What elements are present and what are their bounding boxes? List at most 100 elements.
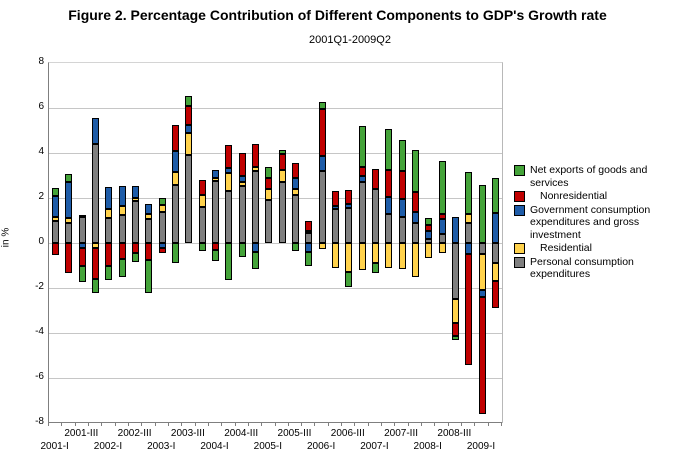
bar-segment xyxy=(425,225,433,231)
legend-label: Personal consumption expenditures xyxy=(530,255,634,281)
bar-segment xyxy=(291,163,299,178)
legend-label: Nonresidential xyxy=(540,190,608,202)
bar-segment xyxy=(52,195,60,218)
bar-segment xyxy=(345,190,353,204)
bar-segment xyxy=(425,238,433,243)
gridline xyxy=(49,198,502,199)
bar-segment xyxy=(478,243,486,255)
bar-segment xyxy=(145,259,153,293)
bar-segment xyxy=(358,182,366,243)
x-tick-label: 2009-I xyxy=(466,441,496,452)
bar-segment xyxy=(451,243,459,300)
gridline xyxy=(49,378,502,379)
legend-swatch-icon xyxy=(514,243,525,254)
bar-segment xyxy=(198,180,206,195)
bar-segment xyxy=(345,208,353,243)
bar-segment xyxy=(252,243,259,252)
y-tick-label: 0 xyxy=(38,236,44,247)
bar-segment xyxy=(331,209,339,243)
bar-segment xyxy=(398,217,406,243)
x-tick xyxy=(274,422,276,426)
bar-segment xyxy=(145,219,153,243)
bar-segment xyxy=(132,198,140,202)
bar-segment xyxy=(65,182,73,219)
bar-segment xyxy=(305,220,313,231)
bar-segment xyxy=(105,186,113,210)
bar-segment xyxy=(451,336,459,340)
bar-segment xyxy=(225,173,233,192)
bar-segment xyxy=(92,247,100,279)
bar-segment xyxy=(92,279,100,293)
gridline xyxy=(49,243,502,244)
bar-segment xyxy=(158,198,166,205)
x-tick xyxy=(487,422,489,426)
bar-segment xyxy=(425,230,433,239)
bar-segment xyxy=(438,234,446,243)
bar-segment xyxy=(265,189,273,201)
bar-segment xyxy=(305,230,313,233)
x-tick xyxy=(501,422,502,426)
bar-segment xyxy=(385,196,393,214)
bar-segment xyxy=(225,191,233,243)
x-tick xyxy=(87,422,89,426)
y-tick-label: -6 xyxy=(35,371,44,382)
bar-segment xyxy=(305,243,313,252)
bar-segment xyxy=(65,174,73,183)
bar-segment xyxy=(132,201,140,243)
bar-segment xyxy=(265,166,273,178)
y-tick-label: 8 xyxy=(38,56,44,67)
legend-label: Net exports of goods and services xyxy=(530,164,648,189)
y-tick-label: -8 xyxy=(35,416,44,427)
bar-segment xyxy=(105,218,113,243)
bar-segment xyxy=(478,297,486,414)
x-tick xyxy=(341,422,343,426)
chart-subtitle: 2001Q1-2009Q2 xyxy=(309,34,391,46)
bar-segment xyxy=(318,243,326,249)
x-tick xyxy=(48,422,49,426)
bar-segment xyxy=(425,243,433,258)
bar-segment xyxy=(278,149,286,155)
x-tick xyxy=(314,422,316,426)
bar-segment xyxy=(238,153,246,176)
x-tick-label: 2004-III xyxy=(224,428,259,439)
bar-segment xyxy=(132,253,140,263)
bar-segment xyxy=(105,265,113,281)
bar-segment xyxy=(278,182,286,243)
bar-segment xyxy=(278,169,286,183)
legend-item: Nonresidential xyxy=(514,190,678,203)
legend-swatch-icon xyxy=(514,256,525,268)
bar-segment xyxy=(438,243,446,254)
bar-segment xyxy=(398,243,406,269)
bar-segment xyxy=(465,213,473,223)
bar-segment xyxy=(198,194,206,207)
bar-segment xyxy=(465,254,473,365)
x-tick xyxy=(74,422,76,426)
bar-segment xyxy=(451,299,459,323)
x-tick xyxy=(394,422,396,426)
y-tick-label: -4 xyxy=(35,326,44,337)
x-tick xyxy=(61,422,63,426)
y-tick-label: 6 xyxy=(38,101,44,112)
bar-segment xyxy=(371,243,379,264)
bar-segment xyxy=(318,109,326,157)
bar-segment xyxy=(158,243,166,248)
bar-segment xyxy=(385,243,393,268)
bar-segment xyxy=(438,160,446,214)
x-tick-label: 2005-I xyxy=(253,441,283,452)
bar-segment xyxy=(105,243,113,266)
x-tick xyxy=(154,422,156,426)
x-tick xyxy=(261,422,263,426)
bar-segment xyxy=(92,243,100,248)
bar-segment xyxy=(92,144,100,243)
bar-segment xyxy=(172,243,180,264)
bar-segment xyxy=(172,124,180,151)
legend-swatch-icon xyxy=(514,165,525,176)
bar-segment xyxy=(478,254,486,291)
x-tick-label: 2005-III xyxy=(277,428,312,439)
x-tick xyxy=(127,422,129,426)
x-tick xyxy=(327,422,329,426)
x-tick-label: 2003-III xyxy=(170,428,205,439)
bar-segment xyxy=(132,243,140,254)
bar-segment xyxy=(305,232,313,243)
